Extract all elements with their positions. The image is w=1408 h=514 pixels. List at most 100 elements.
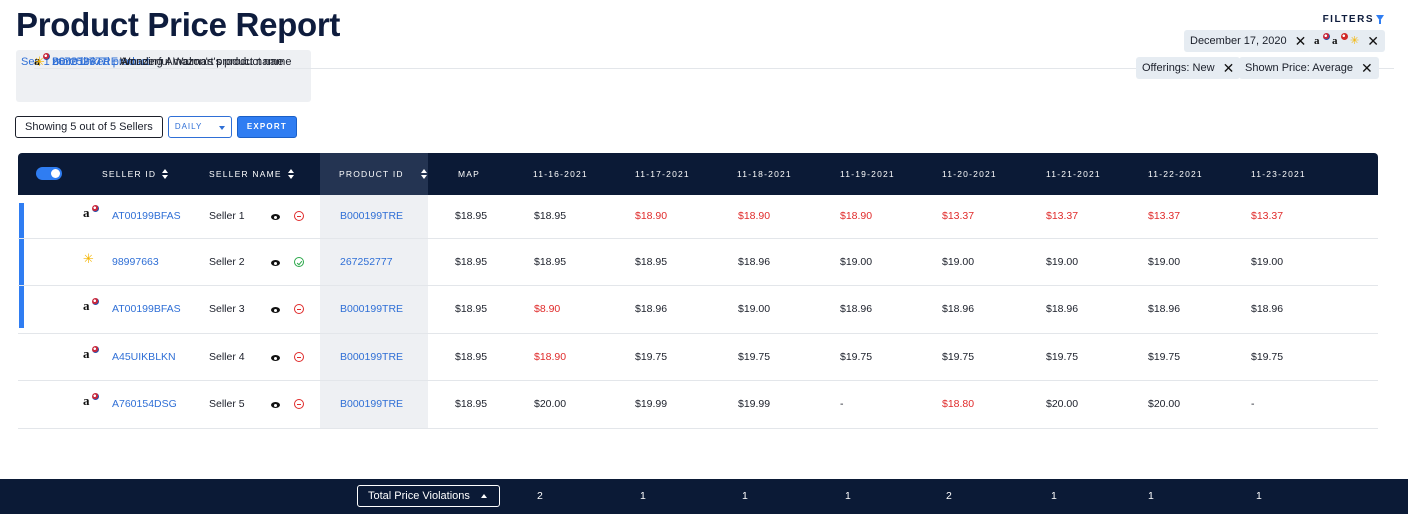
eye-icon[interactable] xyxy=(271,260,280,266)
totals-footer: Total Price Violations 2 1 1 1 2 1 1 1 xyxy=(0,479,1408,514)
eye-icon[interactable] xyxy=(271,402,280,408)
price-cell: $19.00 xyxy=(738,303,771,315)
price-cell: $19.75 xyxy=(1148,351,1181,363)
linked-product-id[interactable]: B000199TRE xyxy=(52,55,119,68)
export-button[interactable]: EXPORT xyxy=(236,116,297,138)
filter-chip-shown-price: Shown Price: Average ✕ xyxy=(1239,57,1379,79)
walmart-logo-icon: ✳ xyxy=(83,251,94,266)
close-icon[interactable]: ✕ xyxy=(1294,33,1307,49)
eye-icon[interactable] xyxy=(271,307,280,313)
see-more-linked-link[interactable]: See 1 more linked product xyxy=(21,56,150,68)
sort-icon[interactable] xyxy=(287,168,294,179)
map-price: $18.95 xyxy=(455,351,488,363)
price-cell-violation: $13.37 xyxy=(1046,210,1079,222)
product-id-link[interactable]: B000199TRE xyxy=(340,398,404,410)
violation-count: 1 xyxy=(845,490,851,502)
minus-circle-icon[interactable] xyxy=(294,399,304,409)
violation-count: 1 xyxy=(742,490,748,502)
violation-count: 1 xyxy=(1148,490,1154,502)
filter-chip-offerings: Offerings: New ✕ xyxy=(1136,57,1241,79)
violation-count: 2 xyxy=(537,490,543,502)
amazon-logo-icon: a xyxy=(1332,30,1348,52)
linked-product-name: Wonderful Walmart's product name xyxy=(120,55,292,68)
price-cell: $18.96 xyxy=(942,303,975,315)
interval-dropdown[interactable]: DAILY xyxy=(167,116,232,138)
price-cell-violation: $13.37 xyxy=(942,210,975,222)
map-price: $18.95 xyxy=(455,303,488,315)
price-cell: $18.96 xyxy=(635,303,668,315)
price-cell: $19.00 xyxy=(942,256,975,268)
price-cell-violation: $13.37 xyxy=(1148,210,1181,222)
table-row[interactable]: a A760154DSG Seller 5 B000199TRE $18.95 $20.0… xyxy=(18,381,1378,429)
product-id-link[interactable]: B000199TRE xyxy=(340,210,404,222)
linked-product-name: Amazing Amazon's product name xyxy=(120,55,284,68)
seller-id-link[interactable]: AT00199BFAS xyxy=(112,210,181,222)
sort-icon[interactable] xyxy=(420,168,427,179)
product-id-link[interactable]: 267252777 xyxy=(340,256,393,268)
table-row[interactable]: ✳ 98997663 Seller 2 267252777 $18.95 $18.95 $1… xyxy=(18,239,1378,286)
amazon-logo-icon: a xyxy=(83,393,99,408)
price-cell: $19.99 xyxy=(738,398,771,410)
price-cell: $19.00 xyxy=(1148,256,1181,268)
seller-id-link[interactable]: AT00199BFAS xyxy=(112,303,181,315)
table-row[interactable]: a A45UIKBLKN Seller 4 B000199TRE $18.95 $18.9… xyxy=(18,334,1378,381)
filters-label[interactable]: FILTERS xyxy=(1322,14,1374,25)
map-price: $18.95 xyxy=(455,256,488,268)
walmart-logo-icon: ✳ xyxy=(1350,35,1360,47)
header-seller-id[interactable]: SELLER ID xyxy=(102,153,169,195)
price-cell: $19.75 xyxy=(1251,351,1284,363)
filter-chip-label: December 17, 2020 xyxy=(1190,35,1287,47)
linked-products-panel: a B000199TRE Amazing Amazon's product na… xyxy=(16,50,1394,102)
linked-product-id[interactable]: 267252777 xyxy=(52,55,108,68)
product-id-link[interactable]: B000199TRE xyxy=(340,303,404,315)
seller-name: Seller 1 xyxy=(209,210,245,222)
price-cell: $18.96 xyxy=(840,303,873,315)
seller-id-link[interactable]: A45UIKBLKN xyxy=(112,351,176,363)
violation-count: 2 xyxy=(946,490,952,502)
header-product-id[interactable]: PRODUCT ID xyxy=(339,153,427,195)
header-date: 11-18-2021 xyxy=(737,169,792,179)
sellers-count-select[interactable]: Showing 5 out of 5 Sellers xyxy=(15,116,163,138)
price-cell: - xyxy=(840,398,844,410)
close-icon[interactable]: ✕ xyxy=(1367,33,1379,49)
price-cell-violation: $18.90 xyxy=(635,210,668,222)
price-cell-violation: $8.90 xyxy=(534,303,561,315)
price-cell: $18.96 xyxy=(1148,303,1181,315)
sort-icon[interactable] xyxy=(162,168,169,179)
price-cell: $19.75 xyxy=(738,351,771,363)
amazon-logo-icon: a xyxy=(1314,30,1330,52)
eye-icon[interactable] xyxy=(271,355,280,361)
header-date: 11-22-2021 xyxy=(1148,169,1203,179)
amazon-logo-icon: a xyxy=(83,346,99,361)
violation-count: 1 xyxy=(1051,490,1057,502)
close-icon[interactable]: ✕ xyxy=(1361,60,1373,76)
price-cell: $19.75 xyxy=(840,351,873,363)
table-row[interactable]: a AT00199BFAS Seller 1 B000199TRE $18.95 $18.… xyxy=(18,195,1378,239)
price-cell-violation: $18.90 xyxy=(738,210,771,222)
minus-circle-icon[interactable] xyxy=(294,211,304,221)
header-seller-name[interactable]: SELLER NAME xyxy=(209,153,294,195)
table-row[interactable]: a AT00199BFAS Seller 3 B000199TRE $18.95 $8.9… xyxy=(18,286,1378,334)
selected-rows-indicator xyxy=(19,203,24,328)
price-cell: - xyxy=(1251,398,1255,410)
eye-icon[interactable] xyxy=(271,214,280,220)
seller-name: Seller 5 xyxy=(209,398,245,410)
total-violations-label: Total Price Violations xyxy=(368,490,470,502)
total-violations-toggle[interactable]: Total Price Violations xyxy=(357,485,500,507)
filter-chip-label: Shown Price: Average xyxy=(1245,62,1354,74)
select-all-toggle[interactable] xyxy=(36,167,62,180)
minus-circle-icon[interactable] xyxy=(294,352,304,362)
close-icon[interactable]: ✕ xyxy=(1222,60,1235,76)
price-cell-violation: $18.80 xyxy=(942,398,975,410)
header-date: 11-23-2021 xyxy=(1251,169,1306,179)
filter-funnel-icon[interactable] xyxy=(1376,15,1384,24)
check-circle-icon[interactable] xyxy=(294,257,304,267)
product-id-link[interactable]: B000199TRE xyxy=(340,351,404,363)
minus-circle-icon[interactable] xyxy=(294,304,304,314)
header-date: 11-21-2021 xyxy=(1046,169,1101,179)
seller-id-link[interactable]: A760154DSG xyxy=(112,398,177,410)
product-id-column-bg xyxy=(320,195,428,428)
header-date: 11-17-2021 xyxy=(635,169,690,179)
seller-id-link[interactable]: 98997663 xyxy=(112,256,159,268)
violation-count: 1 xyxy=(640,490,646,502)
